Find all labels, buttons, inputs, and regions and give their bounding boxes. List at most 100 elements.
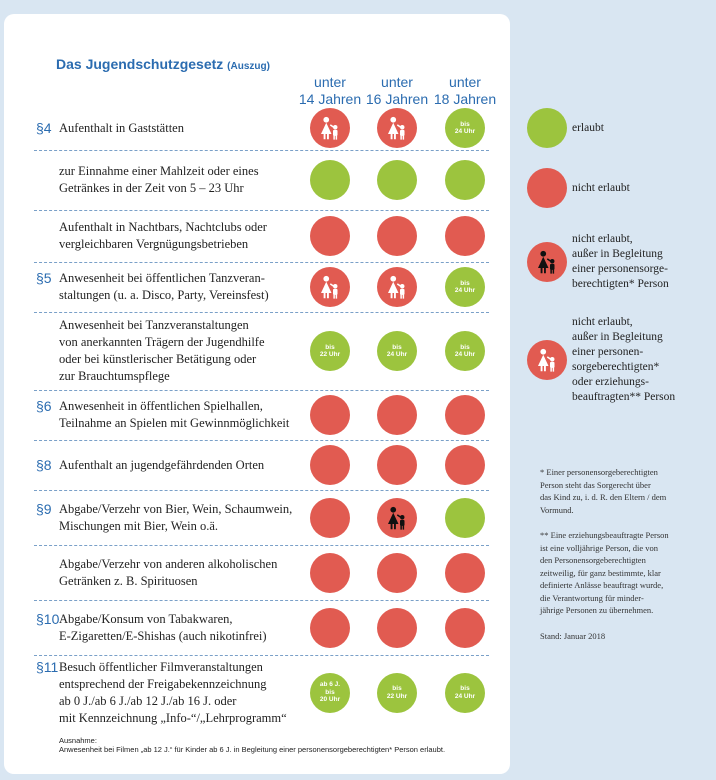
circle-label: 22 Uhr [386,692,408,700]
footnote-line: Vormund. [540,504,574,515]
person-icon [388,275,405,299]
section-number: §4 [36,119,52,136]
circle-label: bis [460,120,470,128]
row-text-line: Getränkes in der Zeit von 5 – 23 Uhr [59,181,244,195]
section-number: §5 [36,270,52,286]
circle-label: bis [460,685,470,692]
row-text: Abgabe/Verzehr von anderen alkoholischen… [59,556,277,590]
section-number: §10 [36,610,60,627]
row-separator [34,545,489,546]
status-circle [445,216,485,256]
status-circle [377,552,417,593]
status-circle [377,497,417,538]
status-circle [377,267,417,307]
row-text: Besuch öffentlicher Filmveranstaltungen e… [59,659,287,727]
circle-label: 22 Uhr [319,351,341,358]
status-circle [310,552,350,593]
card: Das Jugendschutzgesetz (Auszug) unter 14 … [4,14,510,774]
person-icon [538,250,555,274]
row-separator [34,390,489,391]
row-separator [34,600,489,601]
footnote-line: ist eine volljährige Person, die von [540,542,659,553]
status-circle [377,160,417,200]
status-circle: bis 24 Uhr [445,331,485,371]
circle-label: bis [392,343,402,351]
footnote-line: jährige Personen zu übernehmen. [540,605,654,615]
legend-line: oder erziehungs- [572,376,649,388]
row-separator [34,440,489,441]
row-text-line: Getränken z. B. Spirituosen [59,573,198,588]
status-circle [527,340,567,380]
status-circle [445,607,485,648]
row-text-line: ab 0 J./ab 6 J./ab 12 J./ab 16 J. oder [59,693,237,708]
row-text: Abgabe/Konsum von Tabakwaren, E-Zigarette… [59,611,267,645]
legend-line: einer personen- [572,346,644,358]
person-icon [388,116,405,140]
row-text-line: zur Brauchtumspflege [59,369,170,383]
row-text-line: E-Zigaretten/E-Shishas (auch nikotinfrei… [59,628,267,643]
column-header: unter 16 Jahren [362,74,432,108]
row-text: Aufenthalt in Nachtbars, Nachtclubs oder… [59,219,267,253]
legend-line: nicht erlaubt [572,181,630,194]
person-icon [388,506,405,530]
status-circle: bis 24 Uhr [445,108,485,148]
row-text-line: Aufenthalt in Gaststätten [59,120,184,135]
circle-label: 24 Uhr [454,351,476,358]
section-number: §6 [36,398,52,414]
row-text-line: Aufenthalt in Nachtbars, Nachtclubs oder [59,220,267,234]
row-text: Aufenthalt an jugendgefährdenden Orten [59,457,264,474]
status-circle [310,395,350,435]
status-circle [445,395,485,435]
circle-label: bis [460,279,470,287]
row-text: Anwesenheit in öffentlichen Spielhallen,… [59,398,289,432]
title: Das Jugendschutzgesetz [56,56,224,72]
note-text: Anwesenheit bei Filmen „ab 12 J.“ für Ki… [59,745,446,754]
legend-line: außer in Begleitung [572,248,663,260]
status-circle [377,445,417,485]
column-header: unter 14 Jahren [295,74,365,108]
row-text-line: Besuch öffentlicher Filmveranstaltungen [59,659,263,674]
section-number: §9 [36,500,52,517]
status-circle [377,216,417,256]
footnote-line: das Kind zu, i. d. R. den Eltern / dem [540,492,667,502]
row-text-line: vergleichbaren Vergnügungsbetrieben [59,237,249,251]
footnote-line: ** Eine erziehungsbeauftragte Person [540,530,669,540]
row-text: Abgabe/Verzehr von Bier, Wein, Schaumwei… [59,501,292,535]
column-header-line: 14 Jahren [298,91,362,107]
person-icon [321,116,338,140]
status-circle [445,160,485,200]
legend-text: nicht erlaubt, außer in Begleitung einer p… [572,232,669,292]
column-header: unter 18 Jahren [430,74,500,108]
legend-line: einer personensorge- [572,263,668,275]
status-circle [445,552,485,593]
exception-note: Ausnahme: Anwesenheit bei Filmen „ab 12 J… [59,736,445,754]
footnote: ** Eine erziehungsbeauftragte Person ist … [540,529,669,617]
row-text-line: Anwesenheit in öffentlichen Spielhallen, [59,399,263,413]
status-circle: bis 22 Uhr [377,672,417,713]
section-number: §8 [36,456,52,473]
status-circle [310,160,350,200]
status-circle [445,497,485,538]
status-circle: bis 22 Uhr [310,331,350,371]
legend-line: beauftragten** Person [572,391,676,403]
status-circle [310,607,350,648]
circle-label: ab 6 J. [319,681,341,689]
legend-line: erlaubt [572,121,604,134]
legend-line: nicht erlaubt, [572,233,633,245]
status-circle: ab 6 J. bis 20 Uhr [310,672,350,713]
status-circle [310,267,350,307]
circle-label: bis [325,688,335,696]
person-icon [538,348,555,372]
status-circle [377,607,417,648]
circle-label: 20 Uhr [319,696,341,704]
title-block: Das Jugendschutzgesetz (Auszug) [56,56,270,72]
legend-line: nicht erlaubt, [572,316,633,328]
row-text-line: oder bei künstlerischer Betätigung oder [59,352,257,366]
row-text-line: Anwesenheit bei Tanzveranstaltungen [59,318,249,332]
circle-label: bis [325,343,335,351]
subtitle: (Auszug) [227,61,270,72]
legend-text: nicht erlaubt [572,181,630,196]
circle-label: 24 Uhr [454,692,476,700]
note-heading: Ausnahme: [59,736,97,745]
row-text: Anwesenheit bei öffentlichen Tanzveran-s… [59,270,269,304]
